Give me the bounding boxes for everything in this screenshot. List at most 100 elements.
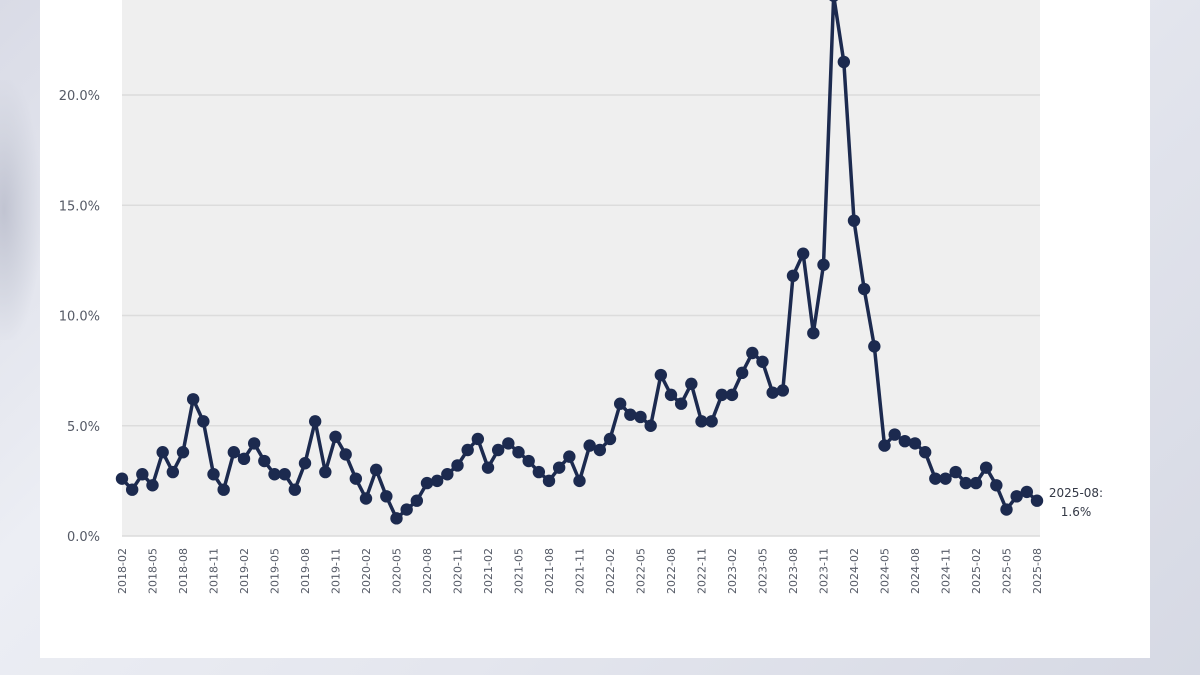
x-tick-label: 2021-02 <box>482 548 495 594</box>
x-tick-label: 2022-11 <box>696 548 709 594</box>
data-point <box>329 430 342 443</box>
data-point <box>288 483 302 496</box>
x-tick-label: 2024-05 <box>879 548 892 594</box>
x-tick-label: 2018-08 <box>177 548 190 594</box>
data-point <box>624 408 637 421</box>
data-point <box>532 465 546 479</box>
y-tick-label: 0.0% <box>67 530 100 545</box>
data-point <box>746 346 759 360</box>
data-point <box>1010 490 1023 503</box>
data-point <box>847 214 861 227</box>
data-point <box>349 472 363 485</box>
x-tick-label: 2020-11 <box>452 548 465 594</box>
data-point <box>829 0 839 2</box>
data-point <box>451 459 464 472</box>
data-point <box>207 468 220 481</box>
data-point <box>715 388 729 402</box>
data-point <box>441 468 454 481</box>
data-point <box>410 494 424 507</box>
data-point <box>583 439 596 452</box>
x-tick-label: 2019-02 <box>238 548 251 594</box>
data-point <box>756 355 769 368</box>
data-point <box>674 397 688 410</box>
data-point <box>908 437 922 450</box>
data-point <box>491 443 505 457</box>
data-point <box>502 437 515 450</box>
x-tick-label: 2020-08 <box>421 548 434 594</box>
data-point <box>339 448 352 461</box>
data-point <box>695 415 708 428</box>
data-point <box>705 415 718 428</box>
x-tick-label: 2019-11 <box>330 548 343 594</box>
data-point <box>278 468 291 481</box>
data-point <box>573 474 586 488</box>
data-point <box>430 474 444 488</box>
data-point <box>359 492 373 505</box>
data-point <box>115 472 129 485</box>
x-tick-label: 2018-05 <box>147 548 160 594</box>
x-tick-label: 2018-11 <box>208 548 221 594</box>
gridlines <box>122 94 1040 537</box>
data-point <box>186 393 200 406</box>
x-tick-label: 2025-02 <box>970 548 983 594</box>
data-point <box>725 388 739 402</box>
data-point <box>481 461 495 474</box>
x-tick-label: 2021-08 <box>543 548 556 594</box>
data-point <box>969 476 983 490</box>
data-point <box>1000 503 1013 516</box>
data-point <box>990 479 1003 492</box>
data-point <box>319 465 332 479</box>
annotation-value: 1.6% <box>1061 505 1092 519</box>
x-tick-label: 2022-05 <box>635 548 648 594</box>
x-tick-label: 2022-08 <box>665 548 678 594</box>
data-point <box>156 446 169 459</box>
data-point <box>512 446 525 459</box>
data-point <box>929 472 942 485</box>
x-tick-label: 2020-02 <box>360 548 373 594</box>
data-point <box>308 415 322 428</box>
data-point <box>166 465 180 479</box>
y-tick-label: 10.0% <box>59 310 100 325</box>
data-point <box>776 384 790 397</box>
data-point <box>390 512 403 525</box>
x-tick-label: 2022-02 <box>604 548 617 594</box>
data-point <box>563 450 576 463</box>
x-tick-label: 2025-05 <box>1001 548 1014 594</box>
data-point <box>857 282 871 296</box>
data-point <box>176 446 190 459</box>
x-tick-label: 2019-05 <box>269 548 282 594</box>
data-point <box>634 410 647 424</box>
data-point <box>380 490 393 503</box>
x-tick-label: 2024-11 <box>940 548 953 594</box>
series-points <box>115 0 1044 525</box>
data-point <box>227 446 241 459</box>
data-point <box>369 463 383 477</box>
data-point <box>136 468 149 481</box>
data-point <box>837 55 851 69</box>
data-point <box>685 377 698 391</box>
data-point <box>939 472 952 485</box>
data-point <box>868 340 881 353</box>
data-point <box>461 443 474 457</box>
y-tick-label: 15.0% <box>59 199 100 214</box>
data-point <box>400 503 413 516</box>
data-point <box>878 439 891 452</box>
data-point <box>654 368 668 382</box>
data-point <box>258 454 271 468</box>
data-point <box>959 476 973 490</box>
data-point <box>552 461 566 474</box>
data-point <box>247 437 261 450</box>
data-point <box>593 443 607 457</box>
data-point <box>664 388 678 402</box>
data-point <box>949 465 962 479</box>
x-tick-label: 2025-08 <box>1031 548 1044 594</box>
data-point <box>979 461 993 474</box>
data-point <box>796 247 810 260</box>
data-point <box>522 454 535 468</box>
data-point <box>918 446 932 459</box>
last-value-annotation: 2025-08: 1.6% <box>1049 486 1103 519</box>
data-point <box>542 474 556 488</box>
x-tick-label: 2023-05 <box>757 548 770 594</box>
x-tick-label: 2023-08 <box>787 548 800 594</box>
